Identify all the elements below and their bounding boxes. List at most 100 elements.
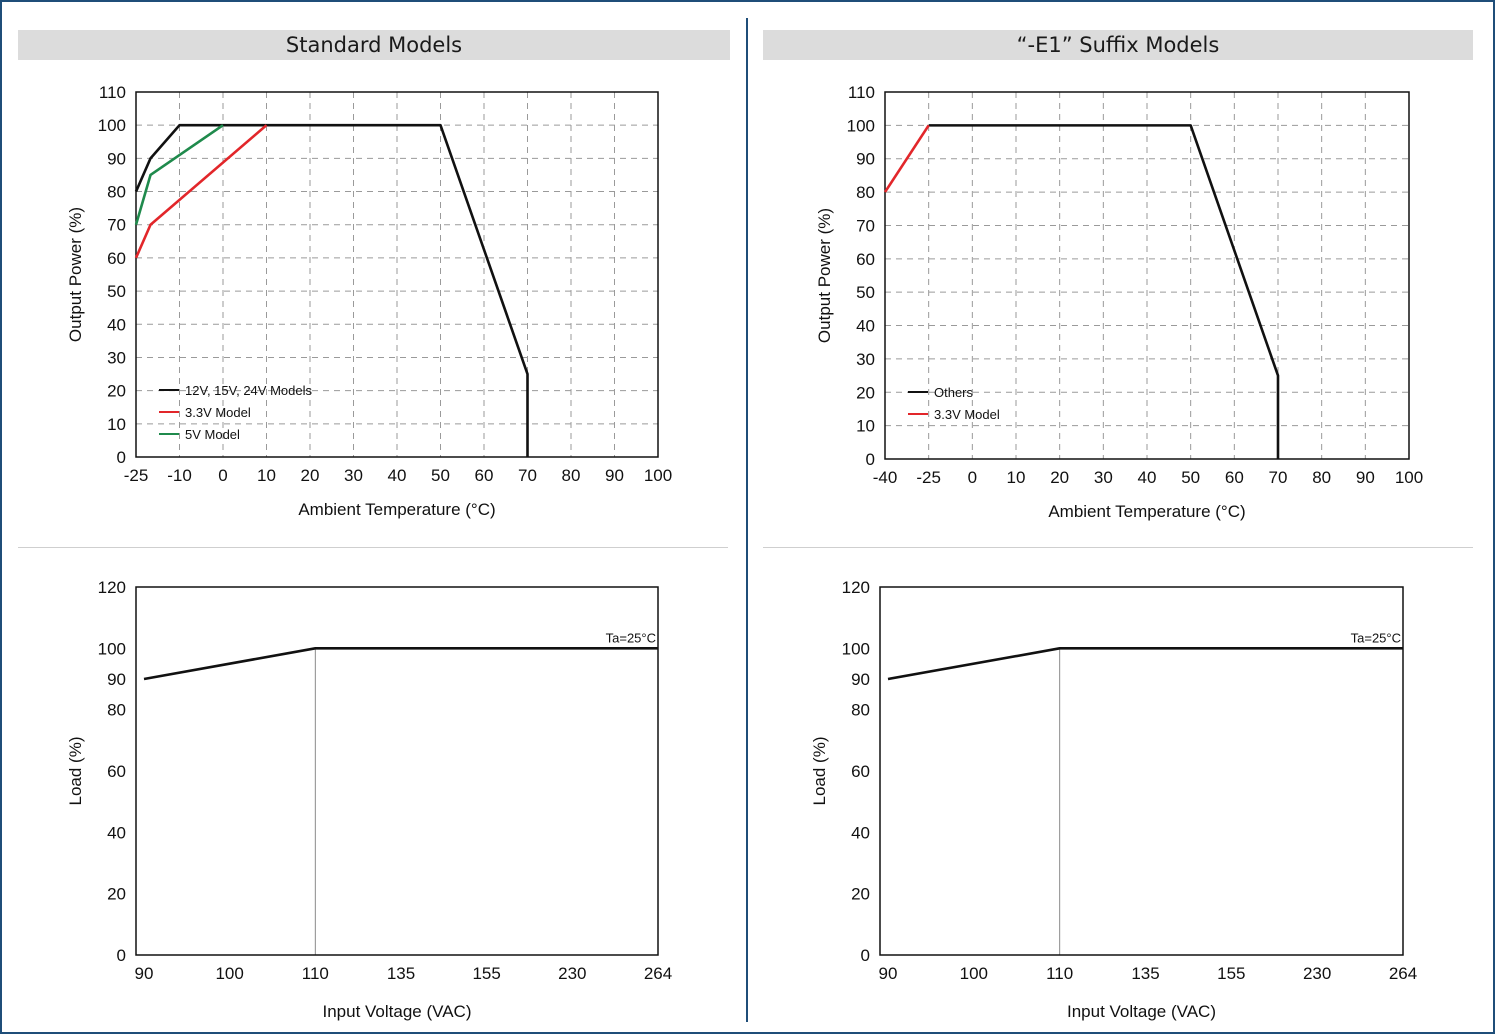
series-line	[134, 124, 224, 226]
y-tick-label: 80	[851, 701, 870, 720]
y-tick-label: 0	[117, 946, 126, 965]
y-tick-label: 0	[861, 946, 870, 965]
y-tick-label: 60	[856, 250, 875, 269]
x-tick-label: 30	[1094, 468, 1113, 487]
y-tick-label: 30	[107, 348, 126, 367]
x-tick-label: 230	[558, 964, 586, 983]
x-tick-label: -25	[916, 468, 941, 487]
series-line	[887, 647, 1403, 681]
x-tick-label: 30	[344, 466, 363, 485]
x-axis-title: Input Voltage (VAC)	[1067, 1002, 1216, 1021]
y-axis-title: Load (%)	[810, 737, 829, 806]
legend-label: 12V, 15V, 24V Models	[185, 383, 312, 398]
section-divider-right	[763, 547, 1473, 548]
x-tick-label: 10	[1007, 468, 1026, 487]
y-tick-label: 100	[847, 116, 875, 135]
y-tick-label: 100	[98, 639, 126, 658]
x-tick-label: 155	[472, 964, 500, 983]
x-tick-label: 60	[1225, 468, 1244, 487]
y-axis-title: Output Power (%)	[815, 208, 834, 343]
center-divider	[746, 18, 748, 1022]
y-tick-label: 0	[866, 450, 875, 469]
y-axis-title: Output Power (%)	[66, 207, 85, 342]
y-tick-label: 120	[98, 578, 126, 597]
y-tick-label: 70	[856, 216, 875, 235]
y-tick-label: 90	[107, 670, 126, 689]
y-tick-label: 40	[856, 317, 875, 336]
y-axis-title: Load (%)	[66, 737, 85, 806]
x-tick-label: 60	[475, 466, 494, 485]
section-divider-left	[18, 547, 728, 548]
x-tick-label: 110	[302, 964, 329, 983]
x-axis-title: Ambient Temperature (°C)	[1048, 502, 1245, 521]
x-tick-label: 100	[644, 466, 672, 485]
x-tick-label: 50	[431, 466, 450, 485]
x-tick-label: 20	[301, 466, 320, 485]
series-line	[883, 124, 930, 193]
x-axis-title: Input Voltage (VAC)	[323, 1002, 472, 1021]
x-tick-label: 70	[518, 466, 537, 485]
y-tick-label: 100	[842, 639, 870, 658]
y-tick-label: 110	[99, 83, 126, 102]
x-tick-label: 50	[1181, 468, 1200, 487]
legend-label: 3.3V Model	[185, 405, 251, 420]
x-tick-label: 230	[1303, 964, 1331, 983]
x-tick-label: 264	[1389, 964, 1417, 983]
y-tick-label: 90	[851, 670, 870, 689]
panel-title-e1-suffix-models: “-E1” Suffix Models	[763, 30, 1473, 60]
y-tick-label: 90	[107, 149, 126, 168]
y-tick-label: 100	[98, 116, 126, 135]
y-tick-label: 60	[107, 249, 126, 268]
x-tick-label: 264	[644, 964, 672, 983]
y-tick-label: 50	[107, 282, 126, 301]
y-tick-label: 20	[851, 885, 870, 904]
x-tick-label: 20	[1050, 468, 1069, 487]
x-tick-label: 90	[135, 964, 154, 983]
annotation-ta: Ta=25°C	[606, 630, 656, 645]
y-tick-label: 50	[856, 283, 875, 302]
x-tick-label: 135	[1131, 964, 1159, 983]
y-tick-label: 40	[107, 315, 126, 334]
y-tick-label: 60	[107, 762, 126, 781]
x-tick-label: 0	[968, 468, 977, 487]
y-tick-label: 120	[842, 578, 870, 597]
plot-area-frame	[135, 91, 659, 458]
y-tick-label: 40	[851, 823, 870, 842]
legend-label: 5V Model	[185, 427, 240, 442]
y-tick-label: 80	[107, 183, 126, 202]
x-tick-label: 40	[1138, 468, 1157, 487]
y-tick-label: 0	[117, 448, 126, 467]
x-tick-label: 70	[1269, 468, 1288, 487]
y-tick-label: 20	[107, 885, 126, 904]
x-tick-label: 0	[218, 466, 227, 485]
y-tick-label: 90	[856, 150, 875, 169]
y-tick-label: 80	[107, 701, 126, 720]
x-tick-label: 110	[1046, 964, 1073, 983]
x-tick-label: 100	[960, 964, 988, 983]
x-tick-label: 100	[215, 964, 243, 983]
series-line	[928, 124, 1280, 459]
y-tick-label: 30	[856, 350, 875, 369]
x-tick-label: 40	[388, 466, 407, 485]
legend-label: 3.3V Model	[934, 407, 1000, 422]
y-tick-label: 20	[856, 383, 875, 402]
x-tick-label: 80	[562, 466, 581, 485]
y-tick-label: 80	[856, 183, 875, 202]
x-tick-label: 100	[1395, 468, 1423, 487]
x-tick-label: 90	[1356, 468, 1375, 487]
x-tick-label: 90	[605, 466, 624, 485]
y-tick-label: 70	[107, 216, 126, 235]
x-tick-label: 90	[879, 964, 898, 983]
panel-title-standard-models: Standard Models	[18, 30, 730, 60]
y-tick-label: 10	[856, 417, 875, 436]
y-tick-label: 110	[848, 83, 875, 102]
x-tick-label: 80	[1312, 468, 1331, 487]
x-tick-label: 135	[387, 964, 415, 983]
series-line	[143, 647, 658, 681]
y-tick-label: 40	[107, 823, 126, 842]
